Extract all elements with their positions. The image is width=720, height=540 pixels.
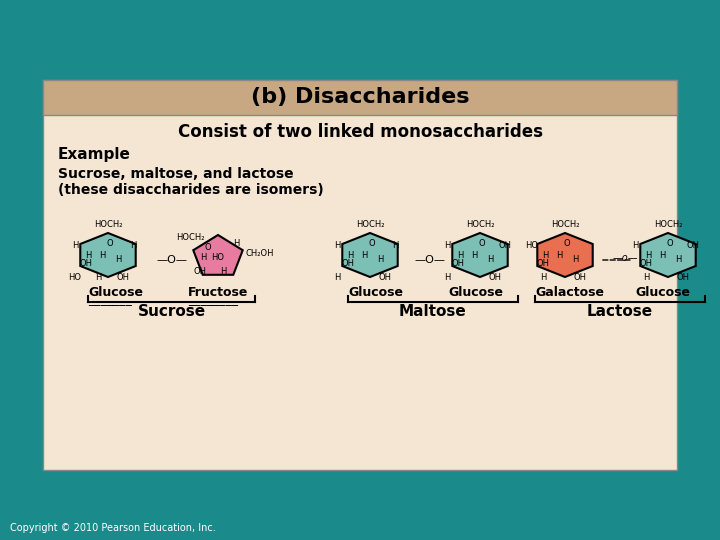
Text: HOCH₂: HOCH₂ — [551, 220, 580, 229]
Text: H: H — [233, 239, 239, 247]
Text: H: H — [99, 251, 105, 260]
Text: O: O — [204, 242, 211, 252]
Text: Sucrose: Sucrose — [138, 305, 206, 320]
Text: HOCH₂: HOCH₂ — [654, 220, 683, 229]
Text: —o—: —o— — [612, 253, 638, 263]
Text: HOCH₂: HOCH₂ — [466, 220, 494, 229]
Text: OH: OH — [117, 273, 130, 281]
Text: OH: OH — [341, 259, 354, 267]
Polygon shape — [342, 233, 397, 277]
Text: H: H — [130, 240, 136, 249]
Text: H: H — [456, 251, 463, 260]
Text: —O—: —O— — [415, 255, 446, 265]
Text: Maltose: Maltose — [399, 305, 467, 320]
Text: Glucose: Glucose — [448, 287, 503, 300]
Text: HO: HO — [68, 273, 81, 281]
Text: H: H — [645, 251, 651, 260]
Text: O: O — [369, 239, 375, 247]
Text: H: H — [471, 251, 477, 260]
Polygon shape — [640, 233, 696, 277]
Text: —O—: —O— — [156, 255, 187, 265]
Text: OH: OH — [686, 240, 700, 249]
Text: OH: OH — [677, 273, 690, 281]
Text: Sucrose, maltose, and lactose
(these disaccharides are isomers): Sucrose, maltose, and lactose (these dis… — [58, 167, 324, 197]
FancyBboxPatch shape — [43, 80, 677, 470]
Text: O: O — [479, 239, 485, 247]
Text: H: H — [85, 251, 91, 260]
Text: H: H — [540, 273, 546, 281]
Text: H: H — [556, 251, 562, 260]
Text: HOCH₂: HOCH₂ — [94, 220, 122, 229]
Text: Glucose: Glucose — [635, 287, 690, 300]
Text: CH₂OH: CH₂OH — [246, 249, 274, 259]
FancyBboxPatch shape — [43, 80, 677, 115]
Text: Copyright © 2010 Pearson Education, Inc.: Copyright © 2010 Pearson Education, Inc. — [10, 523, 216, 533]
Text: H: H — [542, 251, 548, 260]
Text: H: H — [392, 240, 398, 249]
Text: H: H — [361, 251, 367, 260]
Text: HO: HO — [526, 240, 539, 249]
Text: H: H — [444, 273, 450, 281]
Text: ________: ________ — [188, 293, 238, 306]
Text: OH: OH — [194, 267, 207, 276]
Text: H: H — [347, 251, 354, 260]
Text: OH: OH — [379, 273, 392, 281]
Text: OH: OH — [574, 273, 587, 281]
Text: H: H — [659, 251, 665, 260]
Text: Consist of two linked monosaccharides: Consist of two linked monosaccharides — [178, 123, 542, 141]
Text: H: H — [220, 267, 226, 276]
Text: Glucose: Glucose — [88, 287, 143, 300]
Polygon shape — [193, 235, 243, 275]
Text: H: H — [200, 253, 206, 261]
Text: OH: OH — [451, 259, 464, 267]
Text: H: H — [572, 255, 578, 265]
Polygon shape — [537, 233, 593, 277]
Text: HO: HO — [212, 253, 225, 261]
Polygon shape — [452, 233, 508, 277]
Text: H: H — [632, 240, 638, 249]
Text: Glucose: Glucose — [348, 287, 403, 300]
Text: H: H — [114, 255, 121, 265]
Text: H: H — [444, 240, 450, 249]
Text: Galactose: Galactose — [535, 287, 604, 300]
Text: OH: OH — [498, 240, 511, 249]
Text: (b) Disaccharides: (b) Disaccharides — [251, 87, 469, 107]
Text: H: H — [334, 273, 340, 281]
Text: H: H — [643, 273, 649, 281]
Text: HOCH₂: HOCH₂ — [176, 233, 204, 241]
Text: H: H — [675, 255, 681, 265]
Text: OH: OH — [488, 273, 502, 281]
Text: Example: Example — [58, 147, 131, 163]
Text: _______: _______ — [88, 293, 132, 306]
Text: Fructose: Fructose — [188, 287, 248, 300]
Text: HOCH₂: HOCH₂ — [356, 220, 384, 229]
Text: H: H — [334, 240, 340, 249]
Polygon shape — [81, 233, 135, 277]
Text: O: O — [107, 239, 113, 247]
Text: H: H — [377, 255, 383, 265]
Text: H: H — [95, 273, 102, 281]
Text: OH: OH — [536, 259, 549, 267]
Text: OH: OH — [639, 259, 652, 267]
Text: Lactose: Lactose — [587, 305, 653, 320]
Text: OH: OH — [79, 259, 92, 267]
Text: O: O — [564, 239, 570, 247]
Text: O: O — [667, 239, 673, 247]
Text: H: H — [487, 255, 493, 265]
Text: H: H — [72, 240, 78, 249]
